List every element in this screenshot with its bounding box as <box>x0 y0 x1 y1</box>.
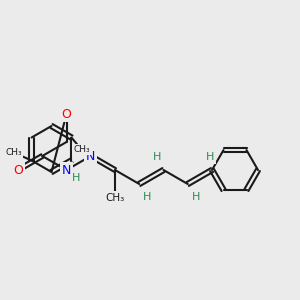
Text: CH₃: CH₃ <box>73 145 90 154</box>
Text: H: H <box>72 173 81 183</box>
Text: CH₃: CH₃ <box>105 193 124 203</box>
Text: H: H <box>192 192 200 202</box>
Text: H: H <box>153 152 162 162</box>
Text: CH₃: CH₃ <box>5 148 22 157</box>
Text: H: H <box>206 152 214 162</box>
Text: O: O <box>61 107 71 121</box>
Text: H: H <box>143 192 152 202</box>
Text: O: O <box>13 164 23 176</box>
Text: N: N <box>62 164 71 176</box>
Text: N: N <box>86 149 95 163</box>
